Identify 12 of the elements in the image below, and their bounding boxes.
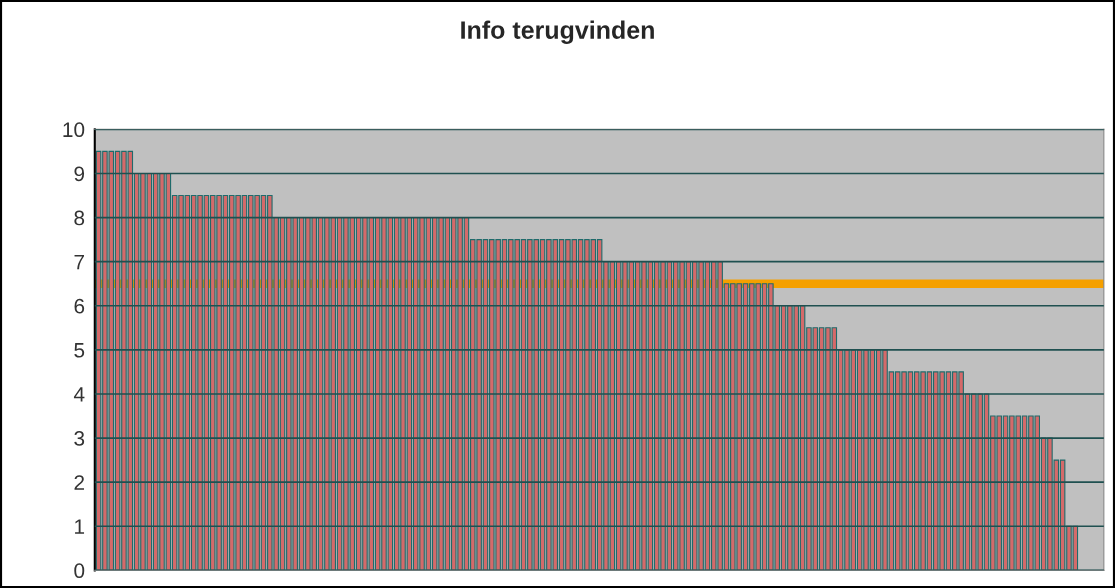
chart-title: Info terugvinden xyxy=(461,20,654,44)
y-tick-label: 2 xyxy=(74,475,85,490)
y-tick-label: 4 xyxy=(73,387,85,402)
y-tick-label: 3 xyxy=(74,431,85,446)
y-tick-label: 5 xyxy=(74,343,85,358)
y-tick-label: 7 xyxy=(74,254,85,270)
y-tick-label: 8 xyxy=(74,210,85,226)
y-tick-label: 1 xyxy=(75,519,85,534)
y-tick-label: 6 xyxy=(74,298,85,314)
y-tick-label: 9 xyxy=(74,166,85,182)
y-tick-label: 0 xyxy=(74,563,85,579)
y-tick-label: 10 xyxy=(63,122,85,138)
